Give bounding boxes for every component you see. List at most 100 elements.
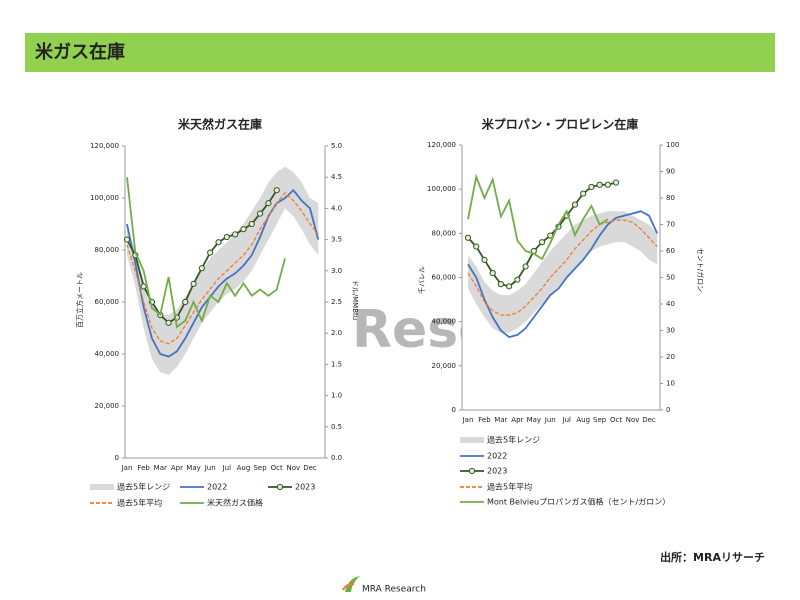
source: 出所：MRAリサーチ [660,550,765,564]
y-tick-label: 80,000 [95,246,120,254]
series-line [467,210,659,339]
x-tick-label: Jan [121,464,133,472]
y2-tick-label: 1.5 [331,360,342,368]
legend-label: 2022 [207,483,227,492]
x-tick-label: Feb [478,416,491,424]
x-tick-label: Oct [271,464,283,472]
series-marker [580,190,587,197]
x-tick-label: May [527,416,541,424]
logo-text: MRA Research [362,585,426,595]
y-tick-label: 0 [452,406,456,414]
title-bar [25,33,775,72]
legend-label: Mont Belvieuプロパンガス価格（セント/ガロン） [487,497,670,507]
legend-label: 米天然ガス価格 [207,498,263,508]
series-marker [273,187,280,194]
series-marker [497,281,505,288]
series-marker [506,283,513,290]
y2-tick-label: 4.0 [331,204,342,212]
x-tick-label: Jan [462,416,474,424]
series-marker [265,200,272,207]
series-marker [240,226,247,233]
y-tick-label: 80,000 [432,229,457,237]
y-tick-label: 120,000 [427,141,456,149]
x-tick-label: Oct [610,416,622,424]
y2-tick-label: 60 [666,247,675,255]
y2-tick-label: 40 [666,300,675,308]
x-tick-label: Jun [544,416,556,424]
slide-title: 米ガス在庫 [35,41,125,63]
series-marker [473,243,480,250]
series-marker [481,256,488,263]
series-line [126,177,286,329]
series-marker [604,181,611,188]
y-tick-label: 100,000 [427,185,456,193]
y2-tick-label: 0 [666,406,670,414]
y2-tick-label: 70 [666,221,675,229]
x-tick-label: Dec [642,416,656,424]
y-tick-label: 40,000 [432,318,457,326]
y-tick-label: 0 [115,454,119,462]
series-line [467,219,658,316]
legend-marker [468,467,476,475]
series-marker [464,234,472,241]
y-tick-label: 120,000 [90,142,119,150]
y-axis-label: 百万立方メートル [75,272,84,328]
y2-tick-label: 0.5 [331,423,342,431]
series-marker [538,239,546,246]
y-tick-label: 20,000 [432,362,457,370]
x-tick-label: Sep [593,416,607,424]
series-marker [232,231,239,238]
series-marker [223,233,230,241]
series-marker [522,263,529,270]
y2-tick-label: 0.0 [331,454,342,462]
x-tick-label: Aug [237,464,251,472]
series-marker [190,280,197,287]
series-marker [182,298,189,306]
series-marker [198,265,205,272]
y2-tick-label: 3.0 [331,267,342,275]
series-marker [215,239,222,246]
series-line [126,191,319,345]
logo-icon-arc [342,583,355,591]
y2-tick-label: 1.0 [331,392,342,400]
y-tick-label: 60,000 [432,274,457,282]
y-tick-label: 20,000 [95,402,120,410]
y2-axis-label: ドル/MMBtu [351,280,359,320]
range-band [468,211,658,333]
series-marker [489,269,496,277]
y2-tick-label: 5.0 [331,142,342,150]
legend-label: 2023 [295,483,315,492]
y2-tick-label: 10 [666,380,675,388]
y2-tick-label: 90 [666,168,675,176]
series-marker [514,276,521,283]
series-marker [165,319,172,326]
legend-label: 過去5年平均 [117,498,162,508]
x-tick-label: Aug [576,416,590,424]
series-marker [588,183,595,191]
series-marker [571,201,579,208]
x-tick-label: Mar [154,464,167,472]
series-line [467,173,609,261]
legend-label: 過去5年レンジ [487,435,540,445]
x-tick-label: Apr [171,464,183,472]
x-tick-label: Dec [303,464,317,472]
series-marker [140,283,147,290]
x-tick-label: Apr [511,416,523,424]
legend-label: 2023 [487,467,507,476]
y2-tick-label: 20 [666,353,675,361]
y2-tick-label: 2.5 [331,298,342,306]
series-line [126,188,320,358]
x-tick-label: May [186,464,200,472]
series-marker [248,220,255,228]
y2-tick-label: 3.5 [331,236,342,244]
series-marker [256,210,264,217]
x-tick-label: Feb [137,464,150,472]
y-tick-label: 100,000 [90,194,119,202]
legend-label: 過去5年レンジ [117,482,170,492]
x-tick-label: Jul [562,416,572,424]
y-axis-label: 千バレル [417,266,426,294]
series-marker [612,179,620,186]
x-tick-label: Sep [253,464,267,472]
y-tick-label: 60,000 [95,298,120,306]
